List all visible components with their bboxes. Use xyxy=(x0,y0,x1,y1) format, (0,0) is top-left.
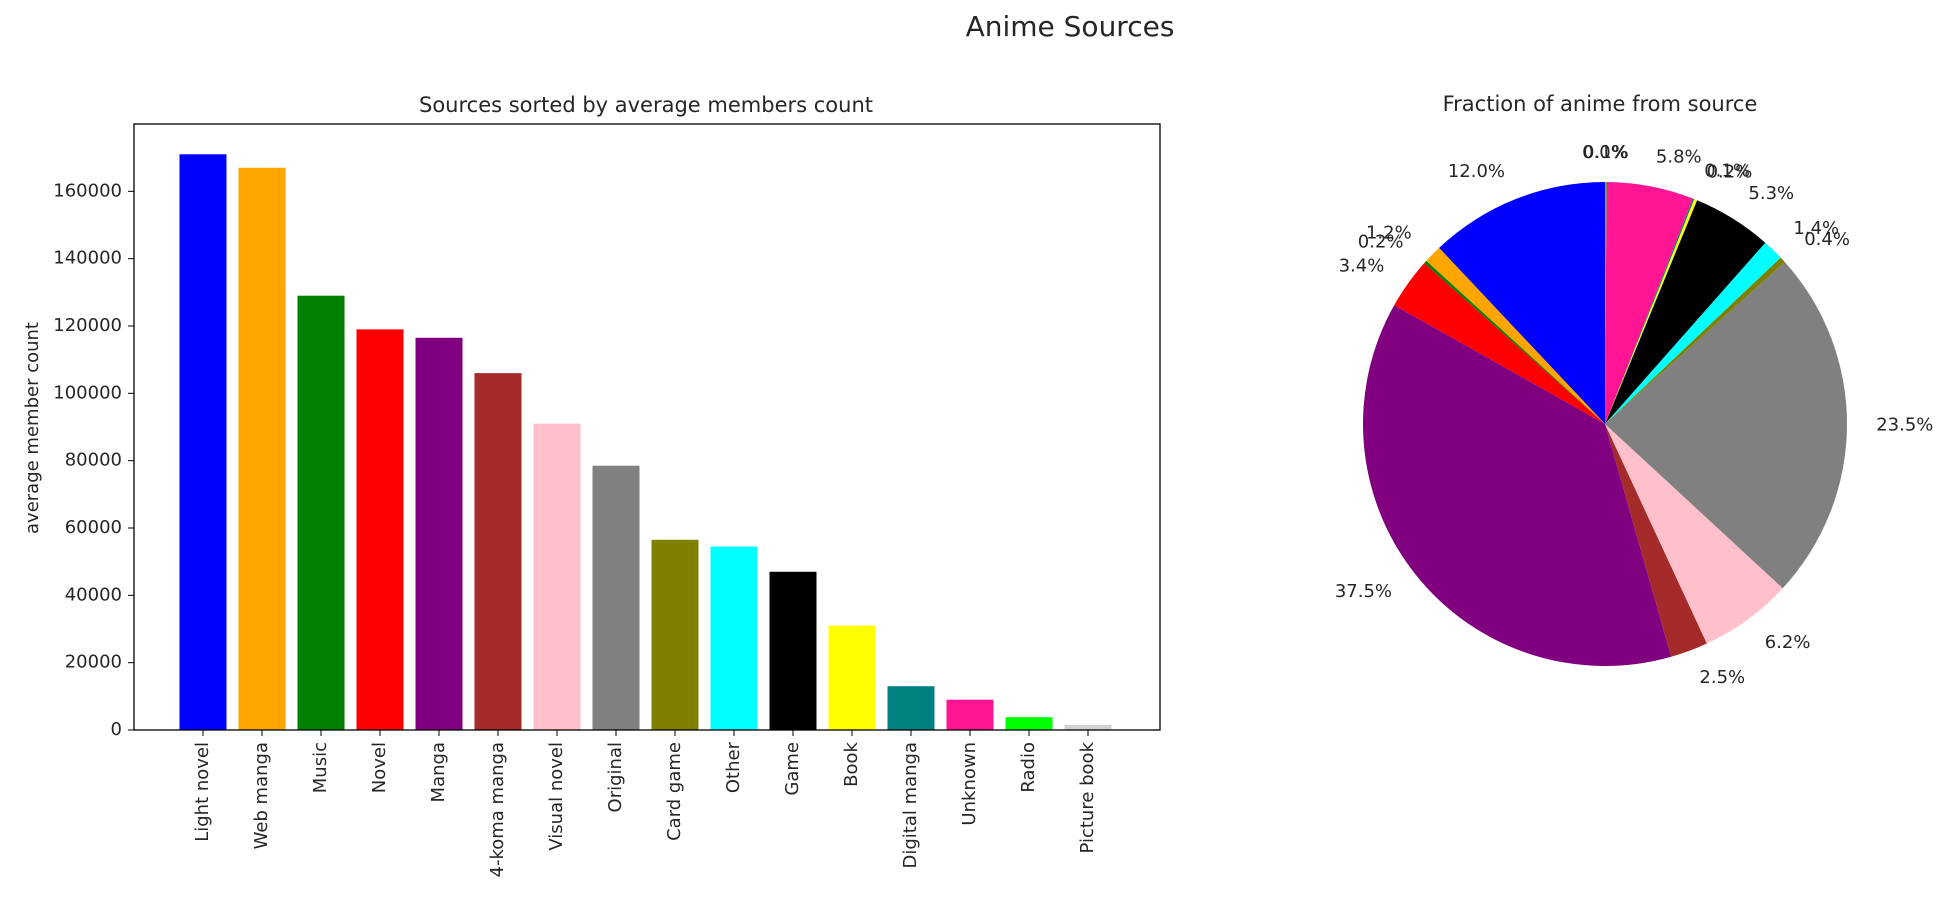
pie-slice xyxy=(1605,200,1766,424)
x-tick-label: Card game xyxy=(664,742,685,841)
x-tick-label: Radio xyxy=(1018,742,1039,793)
bar-picture-book xyxy=(1064,724,1112,730)
pie-slice xyxy=(1605,257,1785,424)
pie-slice xyxy=(1605,242,1781,424)
bar-book xyxy=(828,625,876,730)
pie-slice xyxy=(1363,305,1672,666)
x-tick-label: 4-koma manga xyxy=(487,742,508,877)
bar-plot-frame xyxy=(133,123,1161,731)
bar-card-game xyxy=(651,539,699,730)
bar-light-novel xyxy=(179,154,227,731)
bar-chart-ylabel: average member count xyxy=(22,322,43,534)
pie-slice xyxy=(1605,261,1848,589)
bar-novel xyxy=(356,329,404,730)
pie-slice-label: 0.2% xyxy=(1358,231,1404,252)
bar-4-koma-manga xyxy=(474,373,522,730)
bar-unknown xyxy=(946,699,994,730)
pie-slice-label: 37.5% xyxy=(1335,581,1392,602)
x-tick-label: Book xyxy=(841,741,862,786)
y-tick-label: 60000 xyxy=(65,517,122,538)
pie-slice xyxy=(1605,199,1698,424)
pie-slice-label: 0.2% xyxy=(1707,162,1753,183)
figure-title: Anime Sources xyxy=(966,10,1175,43)
pie-slice xyxy=(1424,260,1605,424)
pie-labels: 12.0%1.2%0.2%3.4%37.5%2.5%6.2%23.5%0.4%1… xyxy=(1335,142,1934,688)
pie-slice xyxy=(1439,181,1605,424)
pie-slice-label: 0.1% xyxy=(1704,161,1750,182)
y-tick-label: 160000 xyxy=(53,180,122,201)
pie-slice xyxy=(1605,181,1607,424)
bar-y-axis: 0 20000 40000 60000 80000 100000 120000 140000 1… xyxy=(53,180,134,740)
x-tick-label: Novel xyxy=(369,742,390,793)
pie-slice-label: 0.4% xyxy=(1804,229,1850,250)
y-tick-label: 120000 xyxy=(53,315,122,336)
x-tick-label: Web manga xyxy=(251,742,272,849)
y-tick-label: 140000 xyxy=(53,248,122,269)
x-tick-label: Light novel xyxy=(192,742,213,842)
pie-slice-label: 6.2% xyxy=(1765,632,1811,653)
pie-slices xyxy=(1363,181,1848,666)
pie-slice-label: 5.3% xyxy=(1748,183,1794,204)
pie-slice-label: 1.2% xyxy=(1366,223,1412,244)
bar-chart-title: Sources sorted by average members count xyxy=(419,93,873,117)
bar-other xyxy=(710,546,758,730)
pie-chart: Fraction of anime from source 12.0%1.2%0… xyxy=(1335,92,1934,688)
y-tick-label: 20000 xyxy=(65,652,122,673)
pie-chart-title: Fraction of anime from source xyxy=(1443,92,1758,116)
pie-slice xyxy=(1394,263,1605,424)
pie-slice-label: 2.5% xyxy=(1699,667,1745,688)
pie-slice-label: 0.0% xyxy=(1582,142,1628,163)
x-tick-label: Picture book xyxy=(1077,741,1098,853)
pie-slice-label: 23.5% xyxy=(1876,415,1933,436)
pie-slice-label: 3.4% xyxy=(1339,255,1385,276)
bar-web-manga xyxy=(238,167,286,730)
pie-slice-label: 1.4% xyxy=(1793,218,1839,239)
pie-slice xyxy=(1605,182,1693,424)
x-tick-label: Unknown xyxy=(959,742,980,826)
y-tick-label: 80000 xyxy=(65,450,122,471)
x-tick-label: Original xyxy=(605,742,626,812)
pie-slice xyxy=(1426,247,1605,424)
bar-digital-manga xyxy=(887,686,935,730)
bar-marks xyxy=(179,154,1112,731)
x-tick-label: Game xyxy=(782,742,803,796)
bar-chart: Sources sorted by average members count … xyxy=(22,93,1161,877)
bar-original xyxy=(592,465,640,730)
pie-slice-label: 12.0% xyxy=(1448,161,1505,182)
x-tick-label: Visual novel xyxy=(546,742,567,851)
bar-x-axis: Light novel Web manga Music Novel Manga 4-kom… xyxy=(192,730,1098,877)
y-tick-label: 0 xyxy=(111,719,122,740)
bar-radio xyxy=(1005,717,1053,730)
bar-visual-novel xyxy=(533,423,581,730)
x-tick-label: Manga xyxy=(428,742,449,802)
pie-slice-label: 0.1% xyxy=(1583,142,1629,163)
pie-slice-label: 5.8% xyxy=(1656,147,1702,168)
pie-slice xyxy=(1605,424,1707,657)
pie-slice xyxy=(1605,424,1783,644)
bar-game xyxy=(769,571,817,730)
bar-manga xyxy=(415,337,463,730)
y-tick-label: 100000 xyxy=(53,382,122,403)
bar-music xyxy=(297,295,345,730)
y-tick-label: 40000 xyxy=(65,584,122,605)
x-tick-label: Digital manga xyxy=(900,742,921,869)
pie-slice xyxy=(1605,198,1695,424)
x-tick-label: Other xyxy=(723,741,744,793)
x-tick-label: Music xyxy=(310,742,331,793)
